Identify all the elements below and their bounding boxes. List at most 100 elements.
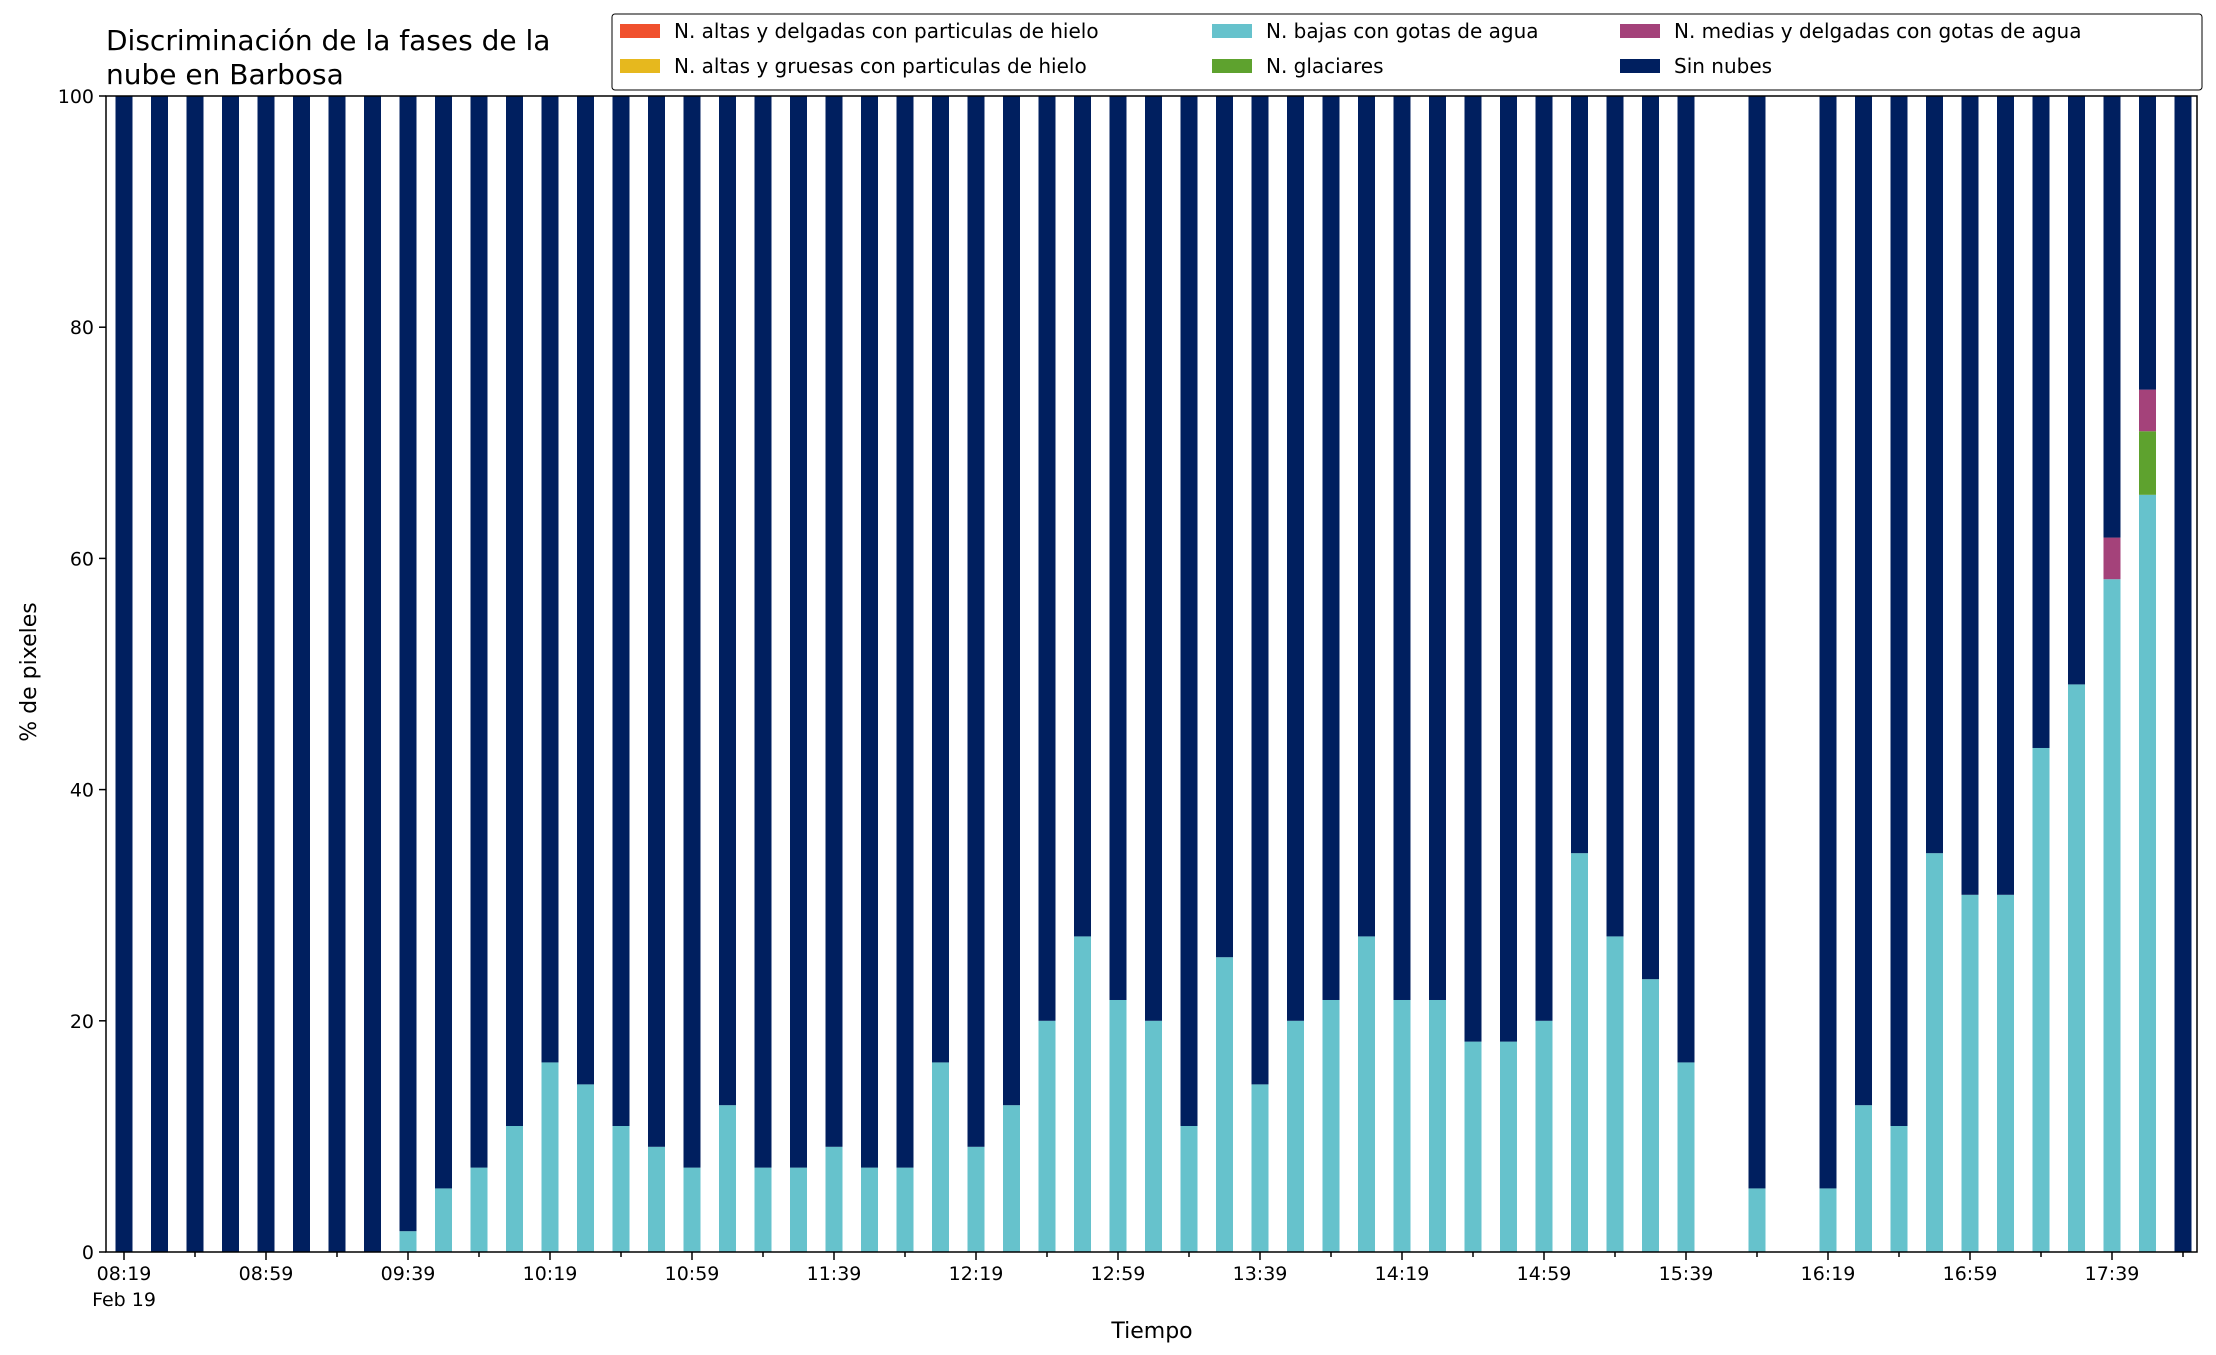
bar-segment-s5-t4	[257, 96, 275, 1252]
bar-segment-s2-t13	[577, 1084, 594, 1252]
bar-segment-s5-t9	[435, 96, 452, 1189]
bar-segment-s2-t20	[825, 1146, 843, 1252]
bar-segment-s5-t20	[825, 96, 843, 1147]
bar-segment-s5-t28	[1109, 96, 1127, 1000]
bar-segment-s5-t16	[683, 96, 701, 1168]
bar-segment-s5-t43	[1642, 96, 1659, 980]
bar-segment-s5-t10	[470, 96, 488, 1168]
legend-label-1: N. altas y gruesas con particulas de hie…	[674, 54, 1087, 78]
bar-segment-s5-t51	[1926, 96, 1943, 854]
y-tick-label: 60	[70, 548, 94, 570]
plot-frame	[105, 95, 2198, 1253]
x-tick-label: 17:39	[2085, 1263, 2140, 1285]
bar-segment-s2-t44	[1677, 1062, 1695, 1252]
bar-segment-s2-t37	[1429, 999, 1446, 1252]
x-tick-label: 10:59	[665, 1263, 720, 1285]
bar-segment-s5-t57	[2139, 96, 2156, 390]
bar-segment-s2-t39	[1500, 1041, 1517, 1252]
x-tick-label: 11:39	[807, 1263, 862, 1285]
x-tick-label: 14:59	[1517, 1263, 1572, 1285]
bar-segment-s3-t57	[2139, 431, 2156, 495]
bar-segment-s4-t56	[2103, 537, 2121, 580]
bar-segment-s5-t31	[1216, 96, 1233, 958]
bar-segment-s5-t12	[541, 96, 559, 1063]
bar-segment-s5-t17	[719, 96, 736, 1106]
bar-segment-s2-t49	[1855, 1105, 1872, 1252]
x-tick-label: 15:39	[1659, 1263, 1714, 1285]
bar-segment-s2-t10	[470, 1167, 488, 1252]
bar-segment-s5-t19	[790, 96, 807, 1168]
bar-segment-s2-t28	[1109, 999, 1127, 1252]
bar-segment-s2-t35	[1358, 936, 1375, 1252]
bar-segment-s5-t13	[577, 96, 594, 1085]
bar-segment-s2-t11	[506, 1126, 523, 1252]
bar-segment-s2-t36	[1393, 999, 1411, 1252]
x-tick-label: 09:39	[381, 1263, 436, 1285]
legend-box	[611, 13, 2203, 91]
bar-segment-s5-t39	[1500, 96, 1517, 1042]
bar-segment-s5-t54	[2032, 96, 2050, 748]
bar-segment-s5-t21	[861, 96, 878, 1168]
legend-label-3: N. glaciares	[1266, 54, 1384, 78]
x-tick-label: 10:19	[523, 1263, 578, 1285]
x-tick-label: 14:19	[1375, 1263, 1430, 1285]
bar-segment-s2-t40	[1535, 1020, 1553, 1252]
bar-segment-s2-t46	[1748, 1188, 1766, 1252]
bar-segment-s5-t5	[293, 96, 310, 1252]
bar-segment-s2-t15	[648, 1146, 665, 1252]
y-tick-label: 20	[70, 1011, 94, 1033]
bar-segment-s5-t40	[1535, 96, 1553, 1021]
bar-segment-s2-t26	[1038, 1020, 1056, 1252]
x-tick-label: 16:59	[1943, 1263, 1998, 1285]
legend-label-4: N. medias y delgadas con gotas de agua	[1674, 19, 2082, 43]
legend-swatch-2	[1212, 24, 1252, 38]
legend-swatch-3	[1212, 59, 1252, 73]
x-axis-label: Tiempo	[1110, 1319, 1192, 1344]
bar-segment-s5-t50	[1890, 96, 1908, 1126]
bar-segment-s5-t58	[2174, 96, 2192, 1252]
bar-segment-s2-t29	[1145, 1020, 1162, 1252]
bar-segment-s2-t41	[1571, 853, 1588, 1252]
legend-label-0: N. altas y delgadas con particulas de hi…	[674, 19, 1099, 43]
bar-segment-s5-t25	[1003, 96, 1020, 1106]
bar-segment-s2-t52	[1961, 894, 1979, 1252]
bar-segment-s2-t25	[1003, 1105, 1020, 1252]
legend-swatch-5	[1620, 59, 1660, 73]
bar-segment-s5-t33	[1287, 96, 1304, 1021]
bar-segment-s5-t48	[1819, 96, 1837, 1189]
bar-segment-s5-t32	[1251, 96, 1269, 1085]
bar-segment-s2-t48	[1819, 1188, 1837, 1252]
bar-segment-s2-t31	[1216, 957, 1233, 1252]
bar-segment-s5-t8	[399, 96, 417, 1232]
bar-segment-s5-t26	[1038, 96, 1056, 1021]
bar-segment-s2-t12	[541, 1062, 559, 1252]
legend-swatch-1	[620, 59, 660, 73]
bar-segment-s5-t46	[1748, 96, 1766, 1189]
bar-segment-s5-t42	[1606, 96, 1624, 937]
bar-segment-s2-t33	[1287, 1020, 1304, 1252]
bar-segment-s2-t27	[1074, 936, 1091, 1252]
bar-segment-s2-t22	[896, 1167, 914, 1252]
legend-label-2: N. bajas con gotas de agua	[1266, 19, 1539, 43]
bar-segment-s2-t42	[1606, 936, 1624, 1252]
bar-segment-s2-t30	[1180, 1126, 1198, 1252]
bar-segment-s5-t2	[186, 96, 204, 1252]
bar-segment-s2-t38	[1464, 1041, 1482, 1252]
bar-segment-s2-t14	[612, 1126, 630, 1252]
bar-segment-s5-t0	[115, 96, 133, 1252]
bar-segment-s2-t50	[1890, 1126, 1908, 1252]
bar-segment-s5-t22	[896, 96, 914, 1168]
x-tick-label: 08:19	[97, 1263, 152, 1285]
bar-segment-s5-t36	[1393, 96, 1411, 1000]
x-tick-label: 16:19	[1801, 1263, 1856, 1285]
bar-segment-s2-t56	[2103, 579, 2121, 1252]
bar-segment-s5-t11	[506, 96, 523, 1126]
bar-segment-s5-t27	[1074, 96, 1091, 937]
chart-title-line-1: Discriminación de la fases de la	[106, 24, 550, 57]
y-tick-label: 80	[70, 317, 94, 339]
x-axis: 08:19 08:59 09:39 10:19 10:59 11:39 12:19 12:59…	[97, 1252, 2184, 1285]
bar-segment-s2-t43	[1642, 979, 1659, 1252]
bar-segment-s5-t7	[364, 96, 381, 1252]
bar-segment-s2-t51	[1926, 853, 1943, 1252]
